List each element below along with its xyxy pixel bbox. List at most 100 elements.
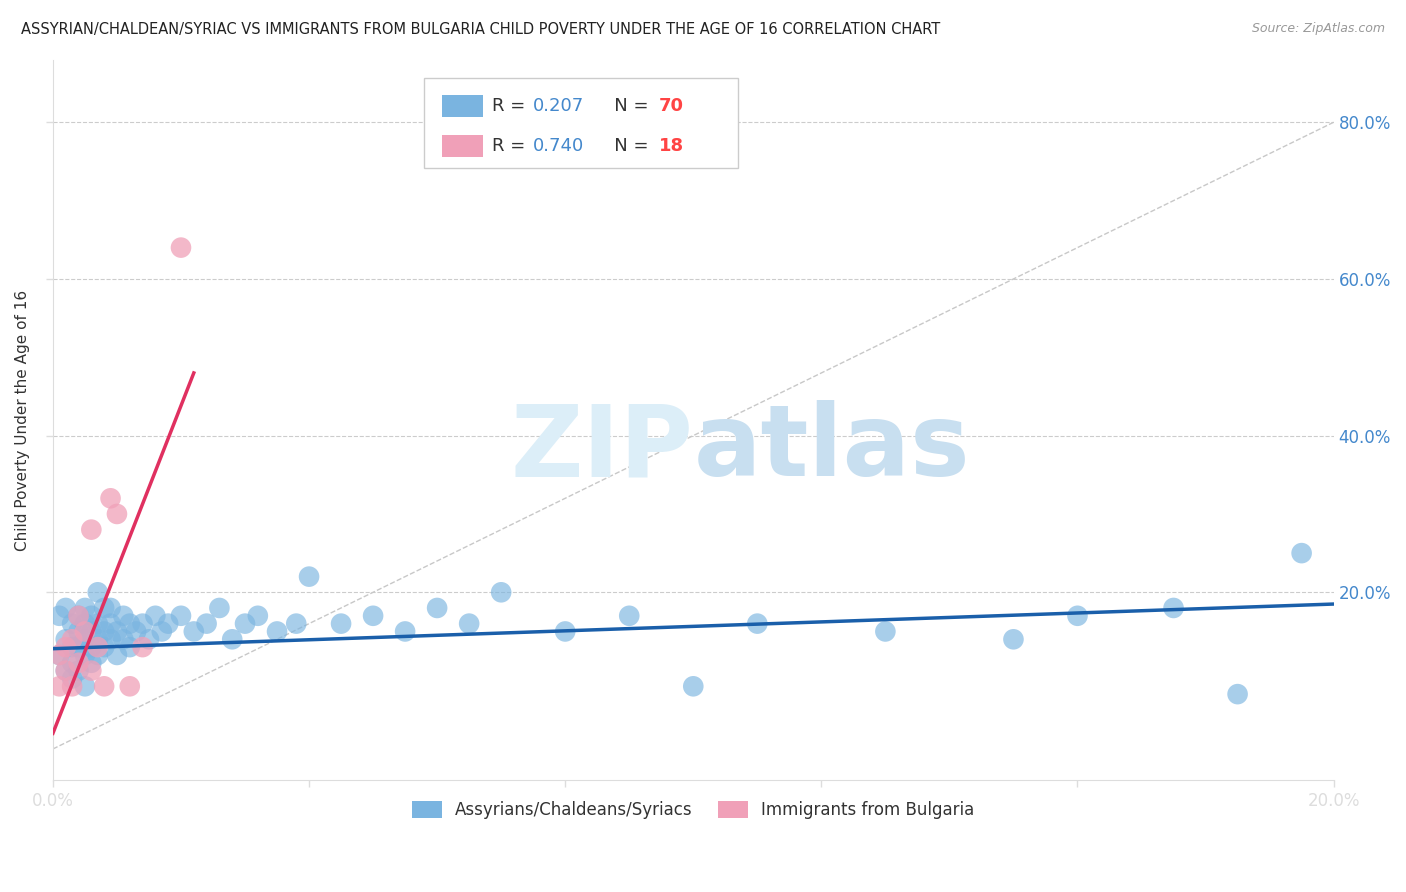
Point [100, 491, 122, 506]
Text: 18: 18 [658, 136, 683, 155]
FancyBboxPatch shape [443, 135, 484, 157]
Point [138, 632, 160, 647]
Point [361, 608, 384, 623]
Point [87, 585, 110, 599]
Point [73, 601, 96, 615]
Point [875, 624, 897, 639]
Point [55, 664, 77, 678]
Point [100, 601, 122, 615]
Point [266, 624, 288, 639]
Point [87, 616, 110, 631]
Point [747, 616, 769, 631]
Point [105, 648, 128, 662]
Point [554, 624, 576, 639]
Point [60, 679, 83, 693]
Point [80, 523, 103, 537]
Point [73, 632, 96, 647]
Point [1226, 687, 1249, 701]
Point [80, 608, 103, 623]
Point [170, 241, 193, 255]
Text: ZIP: ZIP [510, 401, 693, 497]
Point [183, 624, 205, 639]
Point [112, 632, 135, 647]
Point [208, 601, 231, 615]
Point [87, 632, 110, 647]
Point [157, 616, 180, 631]
Point [93, 601, 115, 615]
Point [93, 624, 115, 639]
Legend: Assyrians/Chaldeans/Syriacs, Immigrants from Bulgaria: Assyrians/Chaldeans/Syriacs, Immigrants … [405, 795, 981, 826]
Point [1002, 632, 1025, 647]
Point [80, 664, 103, 678]
Point [131, 640, 153, 654]
Point [150, 624, 173, 639]
Point [48, 648, 70, 662]
Point [1291, 546, 1313, 560]
Point [619, 608, 641, 623]
Point [170, 608, 193, 623]
Point [1163, 601, 1185, 615]
Point [125, 624, 148, 639]
Text: 70: 70 [658, 97, 683, 115]
Point [458, 616, 481, 631]
Point [73, 616, 96, 631]
Point [118, 679, 141, 693]
Text: 0.740: 0.740 [533, 136, 585, 155]
Point [233, 616, 256, 631]
Point [67, 656, 90, 670]
Point [73, 624, 96, 639]
Point [93, 640, 115, 654]
Point [100, 632, 122, 647]
Point [426, 601, 449, 615]
Point [145, 608, 167, 623]
Point [67, 664, 90, 678]
Text: N =: N = [598, 136, 654, 155]
Text: atlas: atlas [693, 401, 970, 497]
Point [131, 616, 153, 631]
Point [489, 585, 512, 599]
Text: N =: N = [598, 97, 654, 115]
FancyBboxPatch shape [425, 78, 738, 168]
Point [195, 616, 218, 631]
Text: 0.207: 0.207 [533, 97, 585, 115]
Point [55, 640, 77, 654]
Point [80, 624, 103, 639]
Point [118, 616, 141, 631]
Point [60, 640, 83, 654]
Point [67, 624, 90, 639]
Point [105, 507, 128, 521]
Point [67, 608, 90, 623]
Point [55, 601, 77, 615]
Point [73, 679, 96, 693]
Point [87, 648, 110, 662]
Point [87, 640, 110, 654]
Point [73, 648, 96, 662]
Point [105, 624, 128, 639]
Point [221, 632, 243, 647]
Y-axis label: Child Poverty Under the Age of 16: Child Poverty Under the Age of 16 [15, 289, 30, 550]
Point [100, 616, 122, 631]
Point [394, 624, 416, 639]
Text: ASSYRIAN/CHALDEAN/SYRIAC VS IMMIGRANTS FROM BULGARIA CHILD POVERTY UNDER THE AGE: ASSYRIAN/CHALDEAN/SYRIAC VS IMMIGRANTS F… [21, 22, 941, 37]
Point [60, 632, 83, 647]
Point [285, 616, 308, 631]
Point [48, 679, 70, 693]
Point [1066, 608, 1088, 623]
Point [80, 640, 103, 654]
Point [55, 664, 77, 678]
Point [48, 648, 70, 662]
Point [60, 656, 83, 670]
Point [118, 640, 141, 654]
Point [330, 616, 353, 631]
Point [55, 632, 77, 647]
Point [112, 608, 135, 623]
Point [682, 679, 704, 693]
Point [60, 672, 83, 686]
Point [80, 656, 103, 670]
Text: R =: R = [492, 136, 531, 155]
FancyBboxPatch shape [443, 95, 484, 117]
Point [246, 608, 269, 623]
Text: R =: R = [492, 97, 531, 115]
Point [298, 569, 321, 583]
Text: Source: ZipAtlas.com: Source: ZipAtlas.com [1251, 22, 1385, 36]
